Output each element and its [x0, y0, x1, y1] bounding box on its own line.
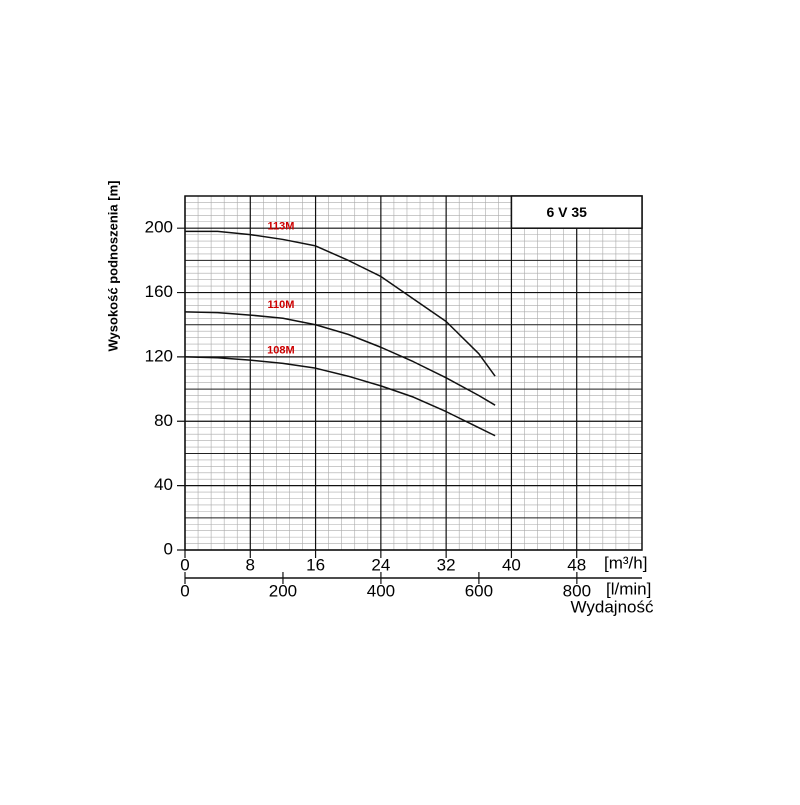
y-tick-label: 40 [154, 475, 173, 494]
x-axis-label: Wydajność [571, 597, 654, 616]
series-label: 113M [267, 220, 294, 232]
x-unit: [m³/h] [604, 553, 647, 572]
y-axis-label: Wysokość podnoszenia [m] [105, 181, 120, 352]
series-label: 110M [267, 299, 294, 311]
x2-tick-label: 600 [465, 581, 493, 600]
y-tick-label: 80 [154, 411, 173, 430]
y-tick-label: 0 [164, 539, 173, 558]
x-tick-label: 8 [246, 555, 255, 574]
series-label: 108M [267, 344, 295, 356]
box-title: 6 V 35 [546, 204, 587, 220]
x2-unit: [l/min] [606, 579, 651, 598]
x2-tick-label: 800 [563, 581, 591, 600]
x-tick-label: 40 [502, 555, 521, 574]
x-tick-label: 16 [306, 555, 325, 574]
x2-tick-label: 400 [367, 581, 395, 600]
curve [184, 356, 496, 437]
y-tick-label: 160 [145, 282, 173, 301]
x2-tick-label: 200 [269, 581, 297, 600]
x-tick-label: 24 [371, 555, 390, 574]
curve [184, 311, 496, 406]
y-tick-label: 200 [145, 218, 173, 237]
y-tick-label: 120 [145, 346, 173, 365]
title-box [510, 195, 643, 229]
x-tick-label: 0 [180, 555, 189, 574]
curve [185, 230, 496, 377]
x-tick-label: 32 [437, 555, 456, 574]
plot-frame [184, 195, 643, 551]
x2-tick-label: 0 [180, 581, 189, 600]
x-tick-label: 48 [567, 555, 586, 574]
